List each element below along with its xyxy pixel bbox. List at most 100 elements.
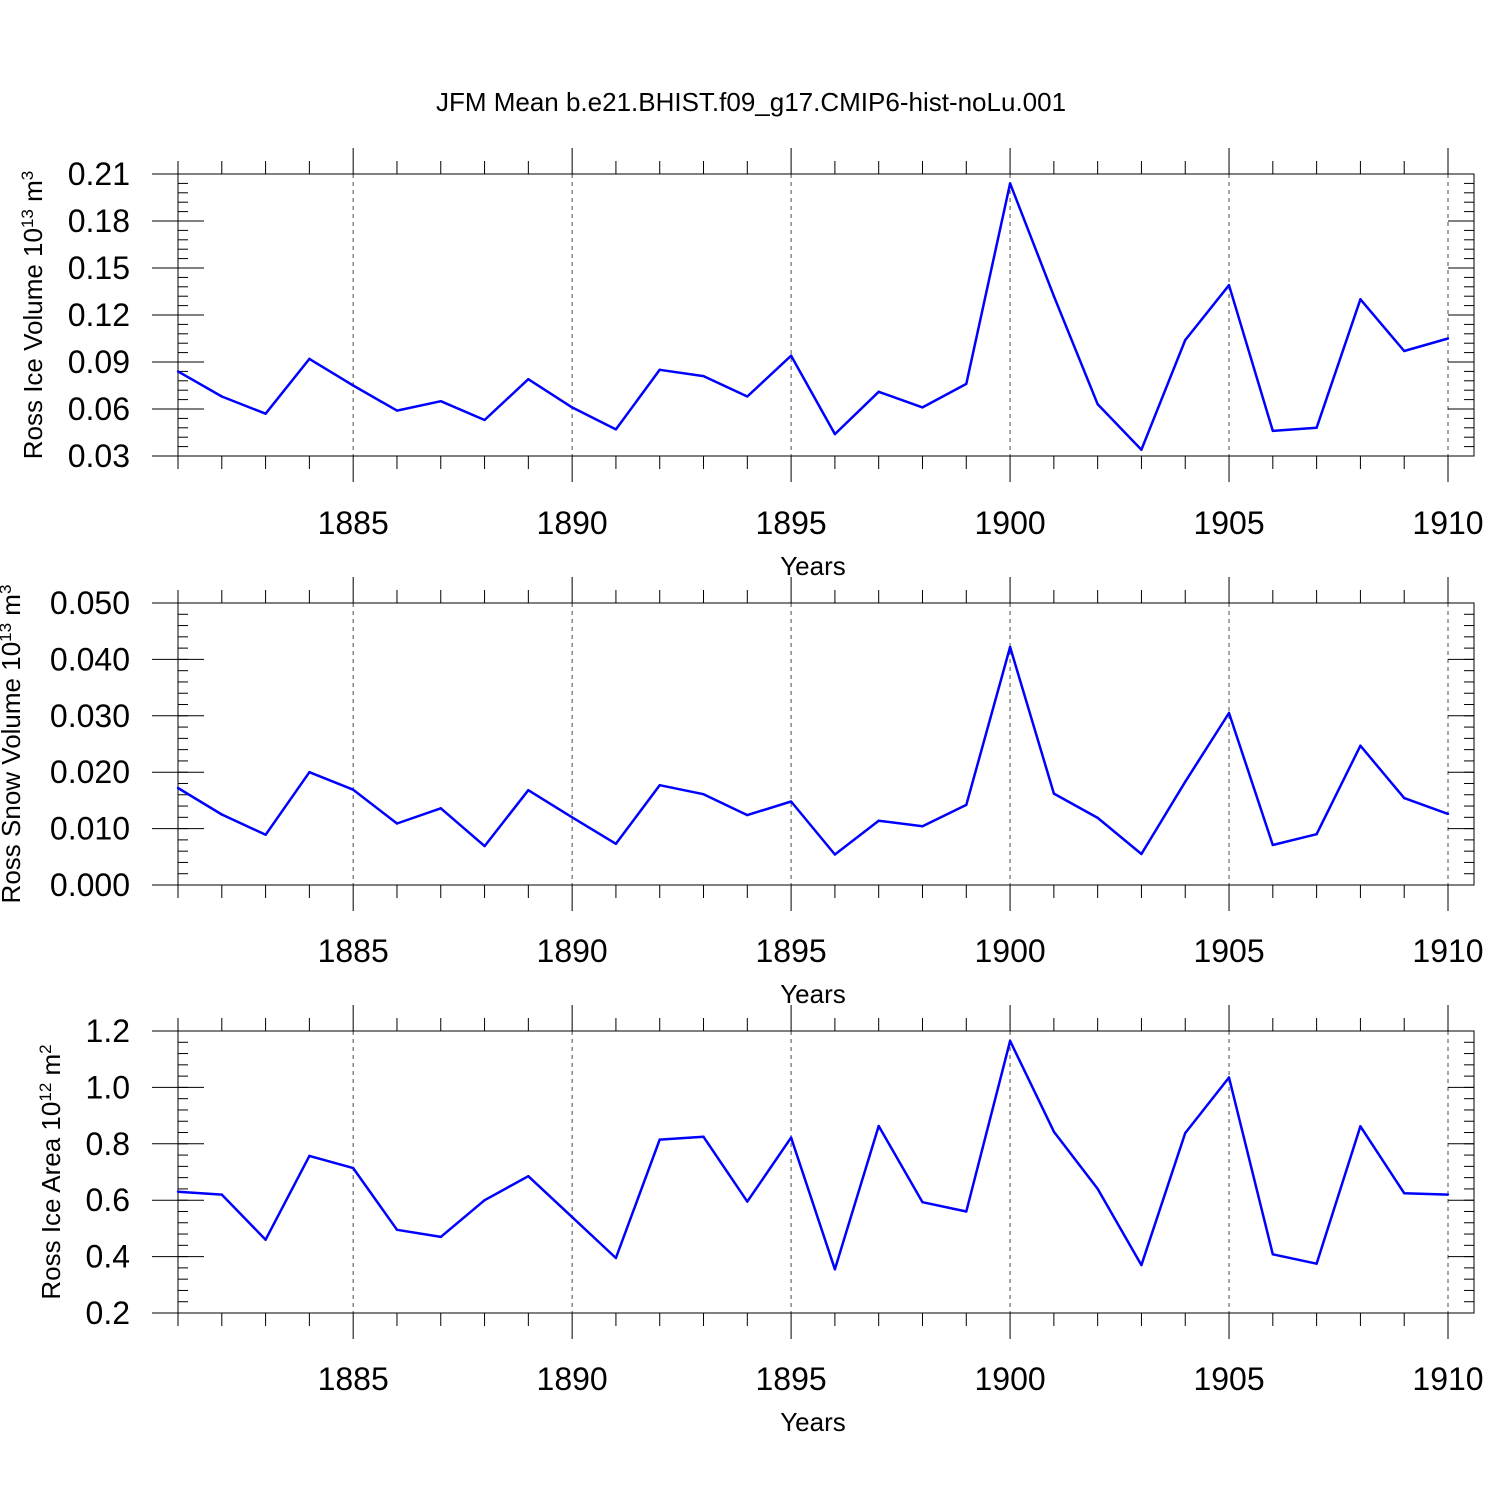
data-point [614,842,618,846]
series-line [177,645,1449,856]
y-tick-label: 0.2 [86,1295,130,1331]
plot-frame [177,602,1475,886]
data-point [1184,1131,1187,1135]
data-point [614,428,618,431]
y-axis-title-text: Ross Ice Volume 10 [18,228,48,459]
x-tick-label: 1910 [1412,933,1483,969]
y-tick-label: 0.06 [68,391,130,427]
y-tick-label: 0.03 [68,438,130,474]
data-point [658,368,661,372]
y-axis-title: Ross Snow Volume 1013 m3 [0,585,26,904]
data-point [1315,1262,1318,1265]
x-tick-label: 1895 [756,505,827,541]
data-point [527,1175,530,1178]
x-tick-label: 1890 [537,933,608,969]
data-point [1446,812,1450,816]
y-axis-title-unit-exponent: 3 [18,171,37,180]
data-point [1315,426,1318,429]
x-tick-label: 1890 [537,505,608,541]
data-point [1446,337,1450,340]
data-point [965,1210,968,1213]
y-tick-label: 0.6 [86,1182,130,1218]
data-point [877,819,880,822]
data-point [921,406,924,409]
data-point [527,789,530,792]
data-point [220,813,223,816]
data-point [1271,843,1275,847]
data-point [1271,429,1275,433]
y-tick-label: 0.020 [50,754,130,790]
chart-panel-1: 0.03 0.06 0.09 0.12 0.15 0.18 0.21 1885 1890 1895… [18,148,1484,581]
data-point [1052,1130,1056,1133]
y-tick-label: 0.000 [50,867,130,903]
data-point [1140,852,1143,856]
x-axis-title: Years [780,979,846,1009]
data-point [176,370,180,373]
data-point [176,786,180,790]
y-axis-title: Ross Ice Area 1012 m2 [36,1044,67,1299]
y-axis-title-unit-exponent: 2 [36,1044,55,1053]
data-point [264,1238,267,1241]
data-point [483,1199,486,1202]
y-tick-label: 0.4 [86,1239,130,1275]
data-point [833,1268,837,1271]
y-axis-title-unit: m [36,1054,66,1083]
data-point [395,1228,399,1232]
data-point [264,833,267,837]
chart-panel-2: 0.000 0.010 0.020 0.030 0.040 0.050 1885 1890 18… [0,577,1484,1009]
data-point [1096,816,1099,820]
data-point [308,771,311,774]
data-point [702,374,705,378]
figure-title: JFM Mean b.e21.BHIST.f09_g17.CMIP6-hist-… [436,87,1066,117]
data-point [308,1154,311,1158]
data-point [439,807,442,810]
data-point [702,1135,705,1138]
data-point [614,1256,618,1260]
y-tick-label: 0.030 [50,698,130,734]
data-point [1096,403,1099,406]
y-tick-label: 0.18 [68,203,130,239]
series-line [177,1039,1449,1271]
data-point [1052,295,1056,298]
data-point [351,384,355,387]
y-axis-title: Ross Ice Volume 1013 m3 [18,171,49,460]
y-axis-title-exponent: 12 [36,1083,55,1102]
data-point [1359,1125,1362,1128]
data-point [1096,1187,1099,1191]
data-point [1315,833,1318,836]
data-point [746,395,749,398]
y-axis-title-exponent: 13 [0,623,15,642]
y-tick-label: 1.0 [86,1069,130,1105]
plot-frame [177,1030,1475,1314]
data-point [1008,645,1012,649]
data-point [702,792,705,796]
data-point [439,1235,442,1239]
x-tick-label: 1900 [974,505,1045,541]
data-point [921,1200,924,1204]
data-point [1140,1263,1143,1267]
data-point [877,1124,880,1128]
plot-frame [177,173,1475,457]
chart-panel-3: 0.2 0.4 0.6 0.8 1.0 1.2 1885 1890 1895 1900 1905 19… [36,1005,1484,1437]
data-point [965,803,968,807]
data-point [1008,1039,1012,1043]
data-point [1227,1076,1231,1079]
x-tick-label: 1895 [756,933,827,969]
data-point [264,412,267,415]
y-tick-label: 0.15 [68,250,130,286]
data-point [1403,349,1406,353]
data-point [220,395,223,398]
x-axis-title: Years [780,551,846,581]
data-point [1403,1191,1406,1195]
x-axis-title: Years [780,1407,846,1437]
data-point [351,1166,355,1170]
y-axis-title-text: Ross Ice Area 10 [36,1102,66,1300]
data-point [1359,744,1362,747]
data-point [351,788,355,791]
y-axis-title-text: Ross Snow Volume 10 [0,642,26,904]
y-axis-title-unit-exponent: 3 [0,585,15,594]
y-axis-title-unit: m [18,180,48,209]
y-axis-title-unit: m [0,594,26,623]
data-point [570,816,574,819]
